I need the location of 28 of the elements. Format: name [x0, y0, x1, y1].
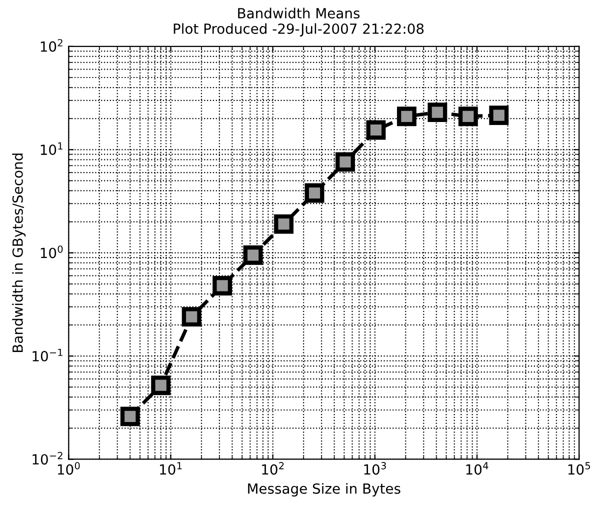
- y-tick-label: 10$^{2}$: [40, 39, 62, 52]
- point: [336, 152, 355, 172]
- point: [428, 102, 448, 122]
- point: [212, 276, 232, 296]
- point: [458, 106, 478, 126]
- x-axis-title: Message Size in Bytes: [248, 483, 400, 497]
- point: [489, 106, 509, 126]
- y-tick-label: 10$^{0}$: [40, 245, 63, 258]
- y-axis-title: Bandwidth in GBytes/Second: [12, 154, 26, 352]
- point: [182, 307, 202, 327]
- point: [151, 376, 171, 396]
- x-tick-label: 10$^{3}$: [364, 462, 386, 475]
- x-tick-label: 10$^{2}$: [262, 462, 284, 475]
- point: [366, 120, 386, 140]
- y-tick-label: 10$^{−1}$: [32, 348, 62, 362]
- x-tick-label: 10$^{4}$: [466, 462, 488, 475]
- point: [243, 245, 263, 265]
- point: [274, 214, 294, 234]
- point: [304, 183, 324, 203]
- x-tick-label: 10$^{1}$: [160, 462, 182, 475]
- chart-subtitle: Plot Produced -29-Jul-2007 21:22:08: [174, 23, 424, 37]
- point: [120, 406, 140, 426]
- chart-title: Bandwidth Means: [238, 8, 360, 18]
- y-tick-label: 10$^{−2}$: [32, 452, 62, 465]
- point: [396, 106, 416, 126]
- y-tick-label: 10$^{1}$: [40, 142, 62, 156]
- x-tick-label: 10$^{0}$: [58, 462, 80, 475]
- x-tick-label: 10$^{5}$: [568, 462, 590, 475]
